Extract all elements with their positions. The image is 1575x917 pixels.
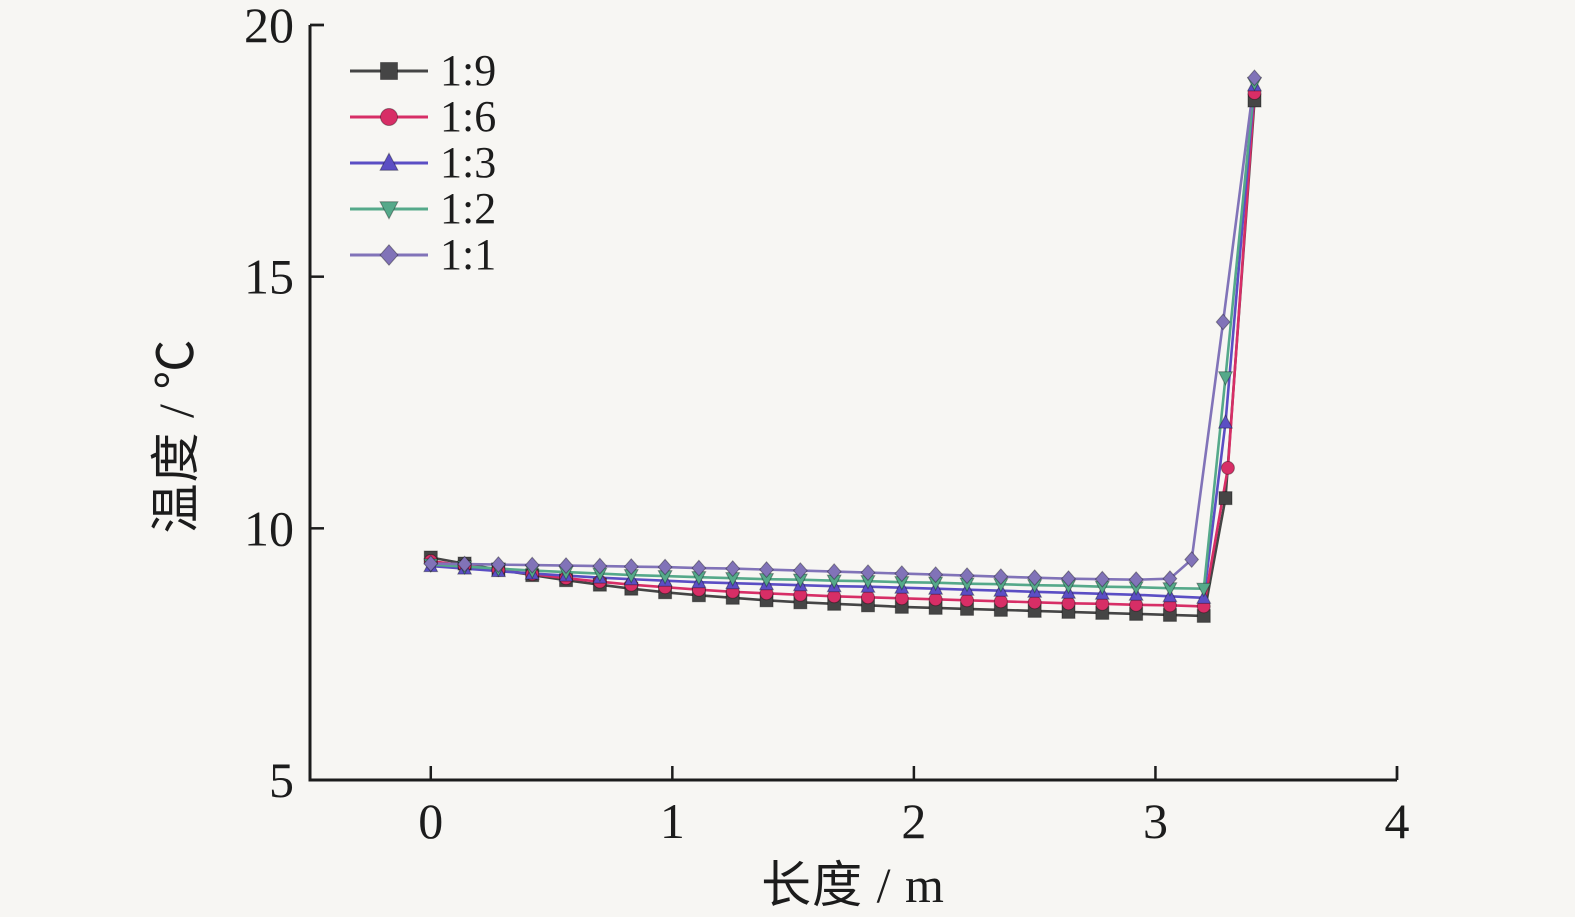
- legend-item: 1:2: [348, 186, 496, 232]
- legend-marker-circle-icon: [350, 108, 428, 126]
- legend-label: 1:6: [440, 92, 497, 141]
- legend-item: 1:1: [348, 232, 496, 278]
- svg-text:1: 1: [660, 793, 685, 849]
- legend-marker-triangle-down-icon: [350, 201, 428, 220]
- svg-text:0: 0: [418, 793, 443, 849]
- legend-marker-diamond-icon: [350, 244, 428, 266]
- legend-label: 1:3: [440, 138, 497, 187]
- legend-label: 1:2: [440, 184, 497, 233]
- legend-item: 1:9: [348, 48, 496, 94]
- svg-text:2: 2: [901, 793, 926, 849]
- svg-text:5: 5: [269, 752, 294, 808]
- legend-marker-triangle-up-icon: [350, 152, 428, 171]
- x-axis-label: 长度 / m: [761, 857, 945, 913]
- legend-item: 1:6: [348, 94, 496, 140]
- svg-text:4: 4: [1385, 793, 1410, 849]
- legend-item: 1:3: [348, 140, 496, 186]
- y-axis-label: 温度 / ℃: [148, 338, 204, 534]
- legend-label: 1:9: [440, 46, 497, 95]
- legend-label: 1:1: [440, 230, 497, 279]
- svg-text:10: 10: [244, 500, 294, 556]
- svg-text:15: 15: [244, 249, 294, 305]
- legend-marker-square-icon: [350, 62, 428, 80]
- legend: 1:9 1:6 1:3 1:2 1:1: [348, 48, 496, 278]
- svg-text:20: 20: [244, 0, 294, 53]
- svg-text:3: 3: [1143, 793, 1168, 849]
